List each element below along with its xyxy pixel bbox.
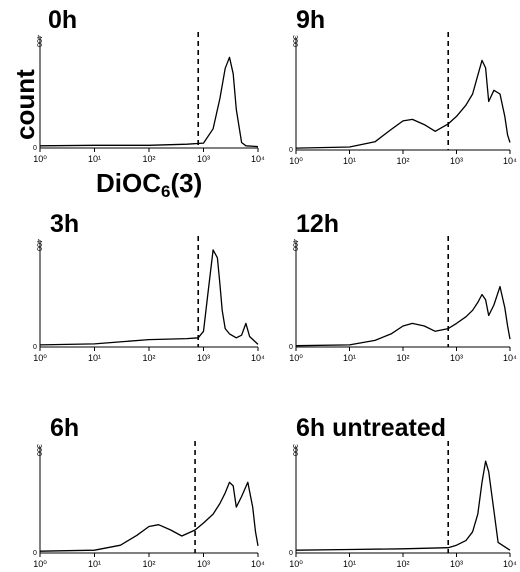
x-tick-label: 10³: [197, 353, 210, 363]
x-tick-label: 10⁴: [503, 353, 517, 363]
y-zero-tick-label: 0: [33, 344, 37, 351]
y-zero-tick-label: 0: [289, 147, 293, 154]
x-tick-label: 10⁴: [251, 353, 265, 363]
histogram-trace: [39, 481, 259, 552]
y-zero-tick-label: 0: [33, 550, 37, 557]
x-tick-label: 10⁴: [503, 156, 517, 166]
x-tick-label: 10⁰: [289, 559, 303, 569]
x-tick-label: 10⁰: [289, 353, 303, 363]
y-axis-label: count: [10, 69, 40, 140]
x-tick-label: 10³: [197, 559, 210, 569]
histogram-trace: [295, 460, 511, 551]
y-zero-tick-label: 0: [33, 145, 37, 152]
y-zero-tick-label: 0: [289, 344, 293, 351]
x-tick-label: 10²: [396, 353, 409, 363]
x-tick-label: 10³: [450, 353, 463, 363]
histogram-panel: 6h 300 0 10⁰ 10¹ 10² 10³ 10⁴: [33, 414, 265, 569]
x-tick-label: 10¹: [343, 559, 356, 569]
panel-title: 3h: [50, 210, 79, 238]
y-max-tick-label: 300: [291, 35, 298, 47]
y-max-tick-label: 300: [35, 444, 42, 456]
x-tick-label: 10⁰: [33, 353, 47, 363]
x-tick-label: 10⁴: [251, 559, 265, 569]
histogram-trace: [39, 249, 259, 346]
x-tick-label: 10¹: [343, 353, 356, 363]
y-max-tick-label: 400: [35, 35, 42, 47]
x-axis-label: DiOC6(3): [96, 168, 202, 201]
y-max-tick-label: 400: [35, 239, 42, 251]
x-tick-label: 10³: [197, 154, 210, 164]
x-tick-label: 10⁴: [251, 154, 265, 164]
panel-title: 6h: [50, 414, 79, 442]
panel-title: 0h: [48, 6, 77, 34]
x-tick-label: 10³: [450, 559, 463, 569]
x-axis-label-subscript: 6: [161, 182, 170, 201]
histogram-trace: [295, 285, 511, 347]
x-tick-label: 10⁴: [503, 559, 517, 569]
histogram-panel: 0h 400 0 10⁰ 10¹ 10² 10³ 10⁴: [33, 6, 265, 164]
x-tick-label: 10¹: [88, 154, 101, 164]
panel-title: 12h: [296, 210, 339, 238]
x-tick-label: 10⁰: [33, 154, 47, 164]
panel-title: 6h untreated: [296, 414, 446, 442]
x-tick-label: 10²: [142, 559, 155, 569]
x-tick-label: 10³: [450, 156, 463, 166]
y-zero-tick-label: 0: [289, 550, 293, 557]
x-axis-label-suffix: (3): [170, 168, 202, 198]
histogram-panel: 6h untreated 300 0 10⁰ 10¹ 10² 10³ 10⁴: [289, 414, 517, 569]
x-tick-label: 10¹: [88, 559, 101, 569]
histogram-panel: 3h 400 0 10⁰ 10¹ 10² 10³ 10⁴: [33, 210, 265, 363]
histogram-trace: [39, 56, 259, 148]
panel-title: 9h: [296, 6, 325, 34]
x-tick-label: 10²: [396, 559, 409, 569]
x-tick-label: 10¹: [88, 353, 101, 363]
x-tick-label: 10²: [142, 154, 155, 164]
histogram-trace: [295, 59, 511, 149]
x-tick-label: 10⁰: [289, 156, 303, 166]
x-axis-label-prefix: DiOC: [96, 168, 161, 198]
x-tick-label: 10²: [142, 353, 155, 363]
x-tick-label: 10²: [396, 156, 409, 166]
y-max-tick-label: 400: [291, 239, 298, 251]
y-max-tick-label: 300: [291, 444, 298, 456]
x-tick-label: 10⁰: [33, 559, 47, 569]
x-tick-label: 10¹: [343, 156, 356, 166]
